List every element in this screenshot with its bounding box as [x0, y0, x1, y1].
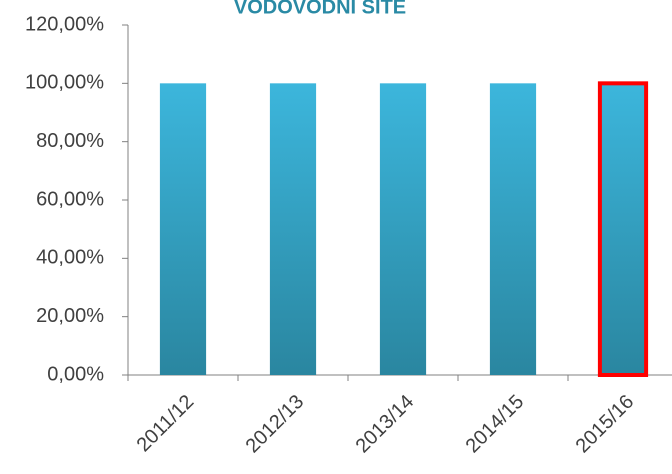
bar	[269, 83, 317, 375]
x-tick-label: 2012/13	[242, 391, 309, 458]
x-tick-label: 2011/12	[133, 391, 199, 457]
y-tick-label: 0,00%	[47, 363, 104, 385]
y-tick-label: 40,00%	[36, 247, 104, 269]
bar	[379, 83, 427, 375]
y-tick-label: 100,00%	[25, 72, 104, 94]
bar	[597, 81, 649, 377]
x-tick-label: 2013/14	[352, 391, 419, 458]
bar	[159, 83, 207, 375]
x-tick-label: 2014/15	[462, 391, 529, 458]
y-tick-label: 120,00%	[25, 13, 104, 35]
y-tick-label: 20,00%	[36, 305, 104, 327]
x-tick-label: 2015/16	[572, 391, 639, 458]
y-tick-label: 80,00%	[36, 130, 104, 152]
y-tick-label: 60,00%	[36, 188, 104, 210]
chart-title: VODOVODNÍ SÍTĚ	[234, 0, 406, 18]
bar	[489, 83, 537, 375]
